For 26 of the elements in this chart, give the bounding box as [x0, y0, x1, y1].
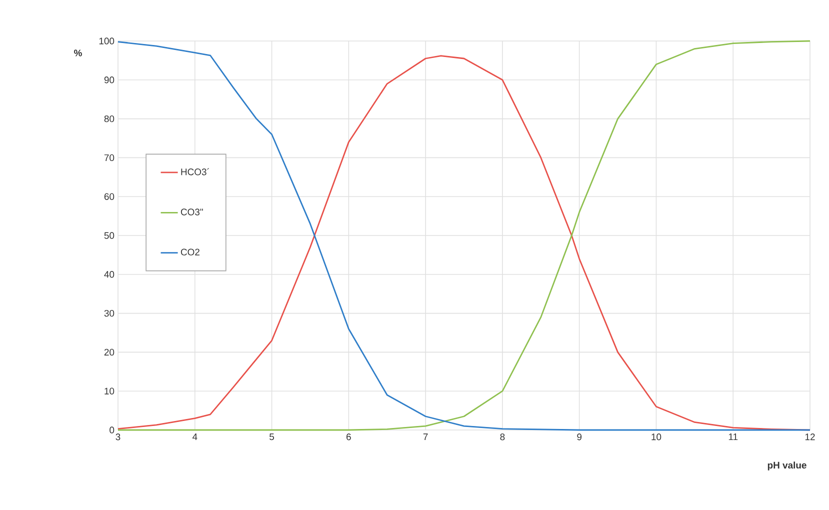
- y-tick-label: 60: [104, 193, 114, 200]
- x-tick-label: 6: [346, 434, 351, 440]
- x-tick-label: 3: [116, 434, 120, 440]
- x-tick-label: 12: [805, 434, 815, 440]
- y-tick-label: 10: [104, 388, 114, 394]
- y-tick-label: 0: [110, 426, 114, 434]
- x-tick-label: 5: [270, 434, 274, 440]
- x-tick-label: 8: [500, 434, 505, 440]
- y-tick-label: 30: [104, 310, 114, 317]
- legend-label: HCO3´: [181, 168, 210, 176]
- y-tick-label: 20: [104, 348, 114, 356]
- y-tick-label: 80: [104, 115, 114, 122]
- y-tick-label: 90: [104, 76, 114, 84]
- y-tick-label: 50: [104, 232, 114, 239]
- y-axis-title: %: [74, 50, 82, 56]
- y-tick-label: 40: [104, 271, 114, 278]
- x-tick-label: 10: [652, 434, 662, 440]
- legend-label: CO2: [180, 248, 200, 256]
- x-tick-label: 11: [728, 434, 738, 440]
- x-tick-label: 9: [577, 434, 582, 440]
- x-axis-title: pH value: [768, 462, 806, 470]
- x-tick-label: 4: [192, 434, 198, 440]
- y-tick-label: 70: [104, 154, 114, 162]
- legend-label: CO3": [180, 208, 203, 216]
- x-tick-label: 7: [423, 434, 428, 440]
- y-tick-label: 100: [99, 38, 114, 44]
